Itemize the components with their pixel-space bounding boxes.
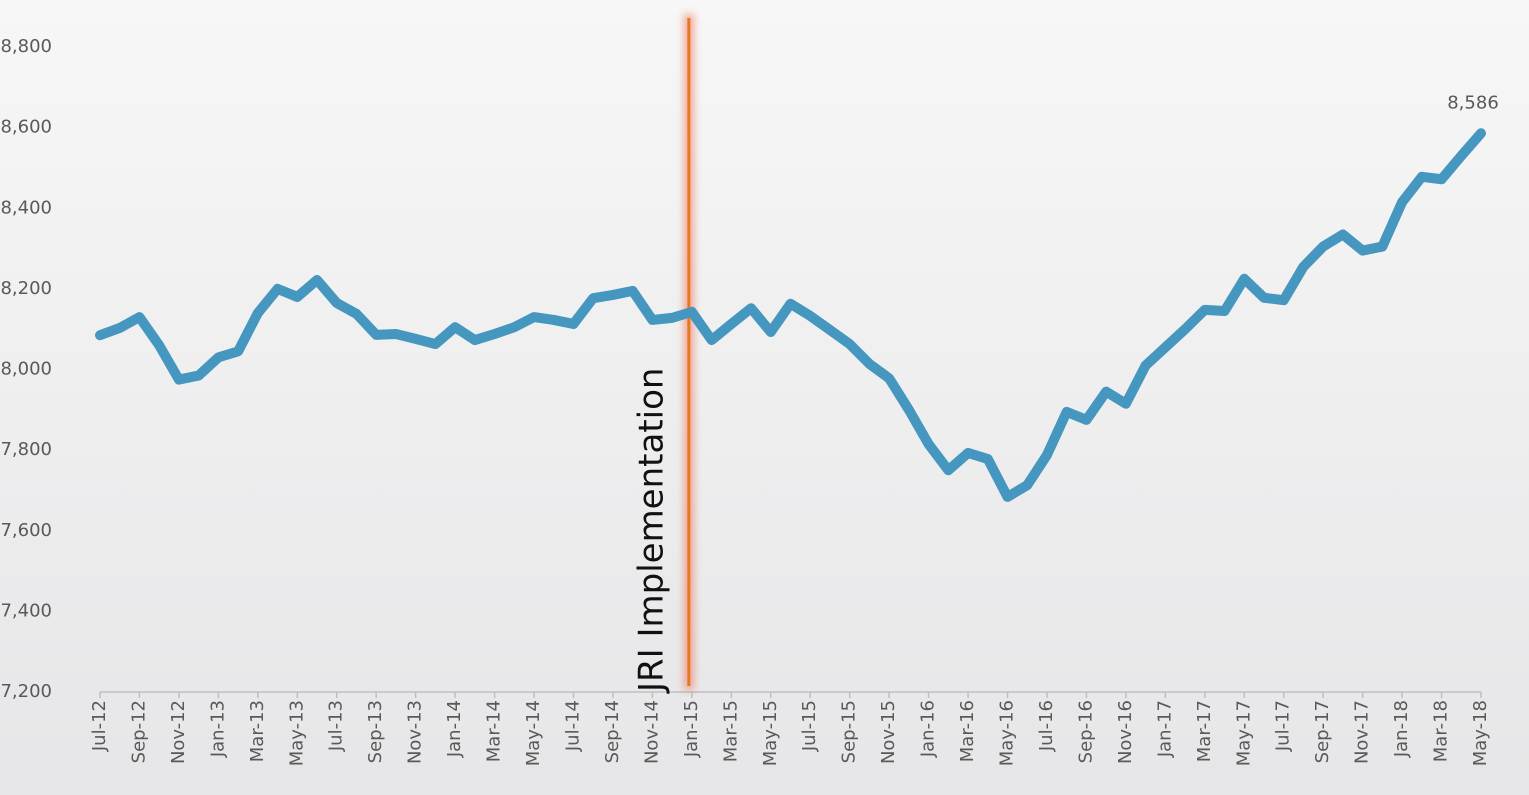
x-tick-label: Jan-18 [1391,700,1412,758]
x-tick-label: Nov-15 [878,700,899,764]
x-tick-label: Mar-16 [957,700,978,762]
x-tick-label: Sep-15 [839,700,860,763]
y-tick-label: 7,400 [0,600,52,621]
x-tick-label: Nov-12 [168,700,189,764]
line [95,128,1486,502]
x-tick-label: Jan-13 [207,700,228,758]
x-tick-label: Mar-14 [484,700,505,762]
x-tick-label: Jan-17 [1154,700,1175,758]
x-tick-label: May-14 [523,700,544,766]
y-tick-label: 8,600 [0,117,52,138]
x-tick-label: Mar-15 [720,700,741,762]
x-tick-label: May-16 [997,700,1018,766]
x-tick-label: Jul-14 [562,700,583,752]
x-tick-label: Jul-13 [326,700,347,752]
x-tick-label: Nov-17 [1352,700,1373,764]
y-tick-label: 8,000 [0,359,52,380]
x-tick-label: Sep-16 [1075,700,1096,763]
annotation-text: JRI Implementation [631,368,671,694]
x-tick-label: Jul-12 [89,700,110,752]
x-tick-label: Sep-17 [1312,700,1333,763]
x-tick-label: Jan-14 [444,700,465,758]
x-tick-label: Jul-16 [1036,700,1057,752]
x-tick-label: Mar-13 [247,700,268,762]
y-tick-label: 8,400 [0,197,52,218]
y-tick-label: 7,200 [0,681,52,702]
x-tick-label: May-17 [1233,700,1254,766]
data-label: 8,586 [1447,92,1499,113]
x-tick-label: May-13 [286,700,307,766]
y-tick-label: 8,800 [0,36,52,57]
x-tick-label: Nov-13 [405,700,426,764]
x-tick-label: Jul-15 [799,700,820,752]
x-tick-label: Mar-17 [1194,700,1215,762]
x-tick-label: Sep-14 [602,700,623,763]
x-tick-label: Jul-17 [1273,700,1294,752]
y-tick-label: 7,600 [0,520,52,541]
x-tick-label: Jan-16 [918,700,939,758]
y-tick-label: 8,200 [0,278,52,299]
x-tick-label: Sep-12 [128,700,149,763]
x-tick-label: May-15 [760,700,781,766]
x-tick-label: Sep-13 [365,700,386,763]
x-tick-label: Mar-18 [1431,700,1452,762]
x-tick-label: Jan-15 [681,700,702,758]
x-tick-label: May-18 [1470,700,1491,766]
x-tick-label: Nov-14 [641,700,662,764]
y-tick-label: 7,800 [0,439,52,460]
x-tick-label: Nov-16 [1115,700,1136,764]
